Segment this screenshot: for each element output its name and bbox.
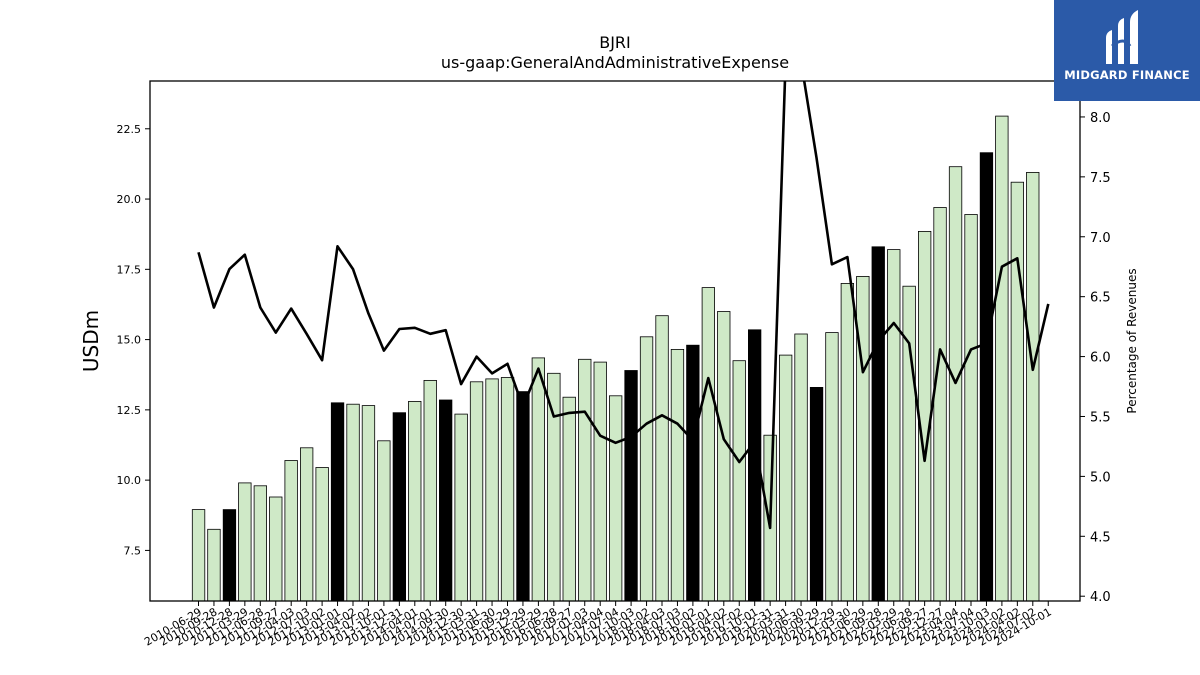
bar bbox=[918, 230, 932, 602]
bar bbox=[670, 348, 685, 602]
bar bbox=[485, 378, 499, 602]
bar bbox=[516, 391, 530, 602]
bar bbox=[593, 361, 607, 602]
bar bbox=[1010, 181, 1024, 602]
bar bbox=[346, 403, 360, 602]
bar bbox=[191, 509, 206, 602]
bar bbox=[222, 509, 237, 602]
bar bbox=[1026, 171, 1040, 602]
bar bbox=[717, 311, 731, 602]
bar bbox=[454, 413, 468, 602]
chart-title: BJRI bbox=[599, 33, 631, 52]
bar bbox=[562, 396, 576, 602]
bar bbox=[655, 315, 669, 602]
y-tick-label: 7.5 bbox=[124, 544, 142, 557]
bar bbox=[207, 528, 221, 602]
bar bbox=[284, 460, 298, 602]
y-tick-label: 15.0 bbox=[117, 334, 142, 347]
y2-tick-label: 5.0 bbox=[1090, 470, 1111, 485]
bar bbox=[902, 285, 916, 602]
bar bbox=[887, 249, 901, 602]
logo-banner: MIDGARD FINANCE bbox=[1054, 0, 1200, 101]
bar bbox=[840, 282, 854, 602]
bar bbox=[547, 372, 561, 602]
bar bbox=[315, 467, 329, 602]
y2-tick-label: 7.5 bbox=[1090, 171, 1111, 186]
y-axis-left: 7.5 10.0 12.5 15.0 17.5 20.0 22.5 bbox=[117, 123, 150, 557]
y2-tick-label: 5.5 bbox=[1090, 410, 1111, 425]
plot-frame bbox=[149, 80, 1081, 602]
bar bbox=[686, 344, 700, 602]
bar bbox=[377, 440, 391, 602]
bar bbox=[964, 214, 978, 602]
y2-tick-label: 6.5 bbox=[1090, 291, 1111, 306]
bar bbox=[330, 402, 345, 602]
bar bbox=[809, 386, 824, 602]
bar bbox=[995, 115, 1009, 602]
bar bbox=[531, 357, 545, 602]
bar bbox=[701, 287, 715, 602]
y-tick-label: 10.0 bbox=[117, 474, 142, 487]
y2-tick-label: 4.0 bbox=[1090, 590, 1111, 605]
bar bbox=[408, 400, 422, 602]
bar bbox=[624, 370, 638, 602]
y2-tick-label: 8.0 bbox=[1090, 111, 1111, 126]
bar bbox=[438, 399, 453, 602]
bar bbox=[423, 379, 437, 602]
bar bbox=[392, 412, 407, 602]
bar bbox=[732, 360, 746, 602]
bar bbox=[871, 246, 885, 602]
logo-text: MIDGARD FINANCE bbox=[1064, 68, 1190, 82]
bar bbox=[825, 332, 839, 602]
series-line bbox=[197, 81, 1050, 530]
bar bbox=[361, 405, 376, 602]
bar bbox=[609, 395, 623, 602]
y-tick-label: 12.5 bbox=[117, 404, 142, 417]
bar bbox=[933, 207, 947, 602]
y-tick-label: 22.5 bbox=[117, 123, 142, 136]
bar bbox=[253, 485, 268, 602]
y-tick-label: 17.5 bbox=[117, 263, 142, 276]
bar bbox=[269, 496, 283, 602]
y2-tick-label: 6.0 bbox=[1090, 351, 1111, 366]
y2-tick-label: 7.0 bbox=[1090, 231, 1111, 246]
bar bbox=[578, 358, 592, 602]
bar bbox=[979, 152, 994, 602]
x-axis: 2010-06-292010-09-282010-12-282011-03-29… bbox=[142, 601, 1054, 649]
midgard-logo-icon bbox=[1106, 10, 1138, 64]
y2-tick-label: 4.5 bbox=[1090, 530, 1111, 545]
chart-subtitle: us-gaap:GeneralAndAdministrativeExpense bbox=[441, 53, 789, 72]
y-tick-label: 20.0 bbox=[117, 193, 142, 206]
bar bbox=[794, 333, 808, 602]
bar bbox=[856, 275, 870, 602]
bar bbox=[500, 377, 515, 602]
bar bbox=[779, 354, 793, 602]
y2-axis-label: Percentage of Revenues bbox=[1125, 268, 1139, 413]
bar bbox=[639, 336, 654, 602]
bar bbox=[469, 381, 484, 602]
line-layer bbox=[197, 81, 1050, 530]
bar bbox=[299, 447, 314, 602]
y-axis-label: USDm bbox=[79, 310, 103, 372]
bar bbox=[238, 482, 252, 602]
y-axis-right: 4.0 4.5 5.0 5.5 6.0 6.5 7.0 7.5 8.0 bbox=[1080, 111, 1111, 605]
